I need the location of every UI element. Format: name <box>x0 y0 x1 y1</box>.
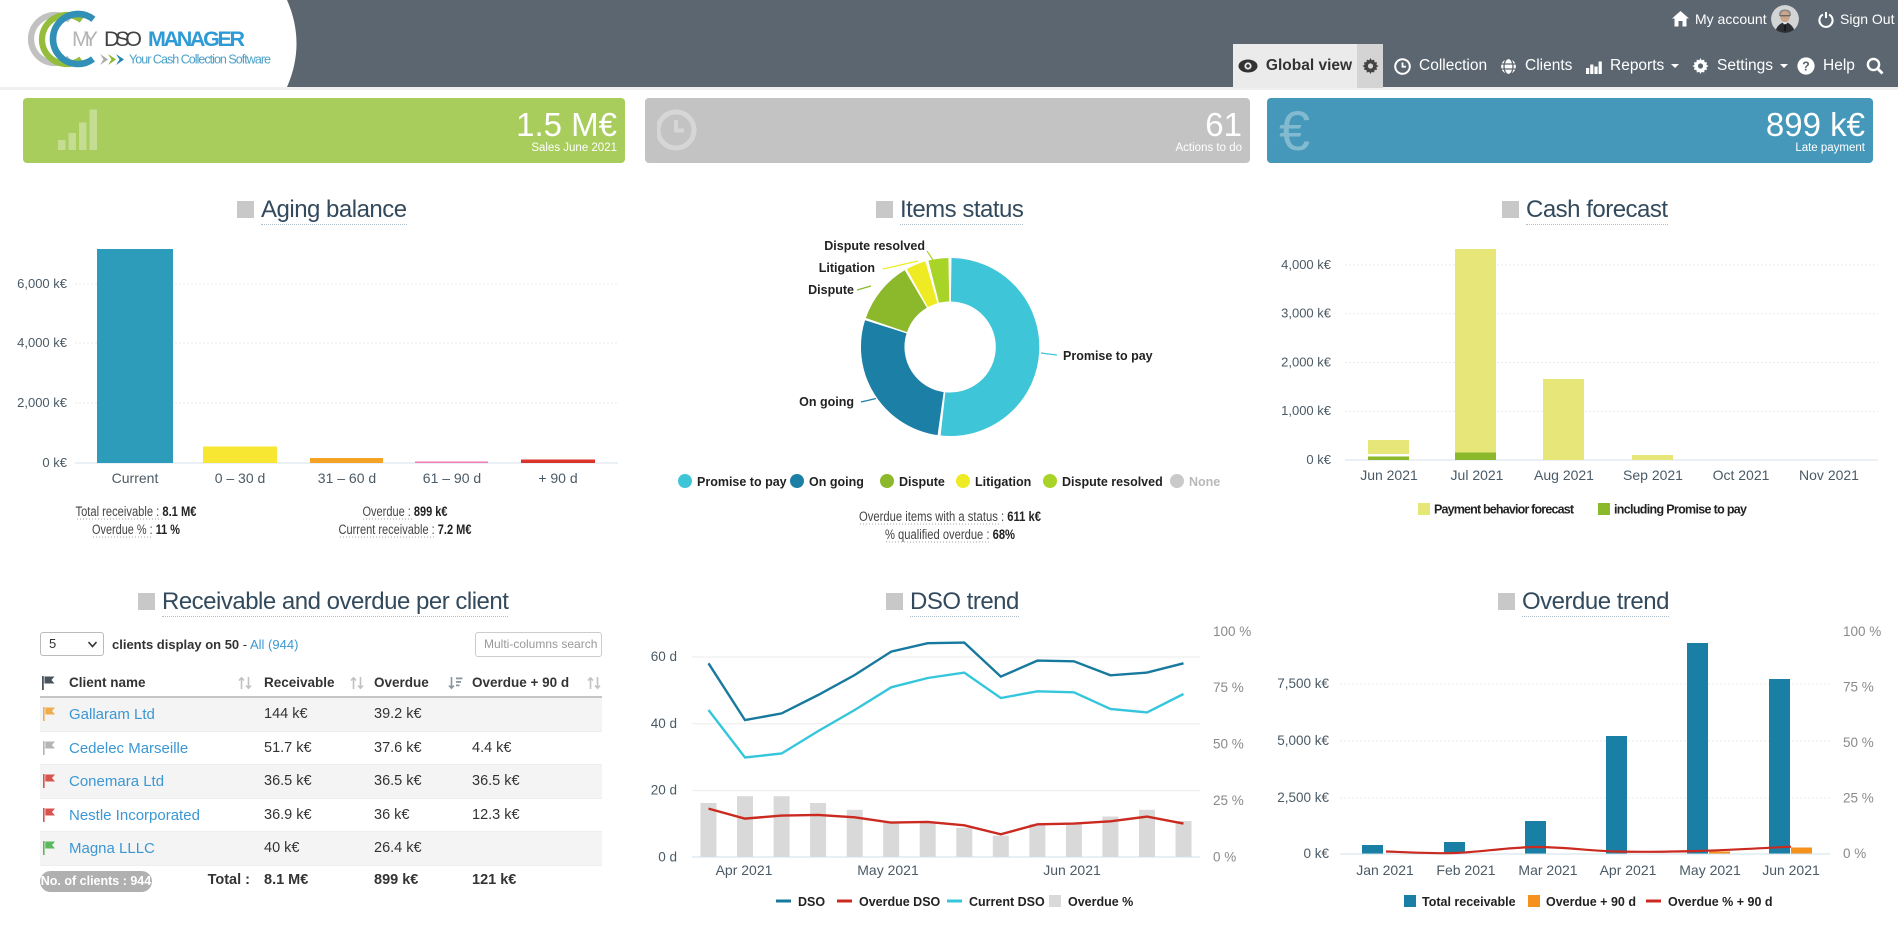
svg-text:May 2021: May 2021 <box>1679 862 1741 878</box>
svg-text:MY: MY <box>72 27 98 51</box>
svg-text:31 – 60 d: 31 – 60 d <box>318 470 376 486</box>
svg-text:25 %: 25 % <box>1213 793 1244 808</box>
svg-text:Dispute: Dispute <box>899 475 945 489</box>
svg-text:Aug 2021: Aug 2021 <box>1534 467 1594 483</box>
svg-text:Total receivable: Total receivable <box>1422 895 1516 909</box>
svg-text:Current DSO: Current DSO <box>969 895 1045 909</box>
svg-text:Overdue items with a status :: Overdue items with a status : 611 k€ <box>859 509 1041 524</box>
svg-text:Promise to pay: Promise to pay <box>697 475 787 489</box>
svg-text:including Promise to pay: including Promise to pay <box>1614 503 1747 517</box>
svg-text:75 %: 75 % <box>1213 680 1244 695</box>
svg-text:Overdue : 899 k€: Overdue : 899 k€ <box>363 504 448 519</box>
svg-text:100 %: 100 % <box>1213 624 1251 639</box>
svg-text:Nov 2021: Nov 2021 <box>1799 467 1859 483</box>
svg-text:0 d: 0 d <box>658 850 677 865</box>
svg-text:4,000 k€: 4,000 k€ <box>17 335 68 350</box>
svg-text:Jun 2021: Jun 2021 <box>1762 862 1820 878</box>
svg-text:100 %: 100 % <box>1843 624 1881 639</box>
svg-text:Jan 2021: Jan 2021 <box>1356 862 1414 878</box>
svg-text:May 2021: May 2021 <box>857 862 919 878</box>
svg-text:Overdue % : 11 %: Overdue % : 11 % <box>92 522 180 537</box>
svg-text:6,000 k€: 6,000 k€ <box>17 276 68 291</box>
svg-text:Overdue + 90 d: Overdue + 90 d <box>1546 895 1636 909</box>
svg-text:60 d: 60 d <box>651 649 677 664</box>
svg-text:Overdue % + 90 d: Overdue % + 90 d <box>1668 895 1773 909</box>
svg-text:Dispute resolved: Dispute resolved <box>824 239 925 253</box>
svg-text:Current: Current <box>112 470 159 486</box>
svg-text:DSO: DSO <box>798 895 825 909</box>
svg-text:Dispute: Dispute <box>808 283 854 297</box>
svg-text:Overdue %: Overdue % <box>1068 895 1133 909</box>
svg-text:Current receivable : 7.2 M€: Current receivable : 7.2 M€ <box>339 522 472 537</box>
svg-text:0 %: 0 % <box>1213 850 1236 865</box>
svg-text:Mar 2021: Mar 2021 <box>1518 862 1577 878</box>
svg-text:Feb 2021: Feb 2021 <box>1436 862 1495 878</box>
svg-text:50 %: 50 % <box>1843 735 1874 750</box>
svg-text:0 k€: 0 k€ <box>1306 452 1331 467</box>
svg-text:61 – 90 d: 61 – 90 d <box>423 470 481 486</box>
svg-text:2,500 k€: 2,500 k€ <box>1277 790 1329 805</box>
svg-text:Overdue DSO: Overdue DSO <box>859 895 941 909</box>
svg-text:20 d: 20 d <box>651 783 677 798</box>
svg-text:7,500 k€: 7,500 k€ <box>1277 676 1329 691</box>
svg-text:DSO: DSO <box>104 27 142 51</box>
svg-text:40 d: 40 d <box>651 716 677 731</box>
svg-text:Litigation: Litigation <box>975 475 1031 489</box>
svg-text:Jul 2021: Jul 2021 <box>1451 467 1504 483</box>
svg-text:Your Cash Collection Software: Your Cash Collection Software <box>129 53 271 67</box>
svg-text:Oct 2021: Oct 2021 <box>1713 467 1770 483</box>
svg-text:2,000 k€: 2,000 k€ <box>1281 355 1332 370</box>
svg-text:Promise to pay: Promise to pay <box>1063 349 1153 363</box>
svg-text:Jun 2021: Jun 2021 <box>1360 467 1418 483</box>
svg-text:On going: On going <box>809 475 864 489</box>
svg-text:Dispute resolved: Dispute resolved <box>1062 475 1163 489</box>
svg-text:Litigation: Litigation <box>819 261 875 275</box>
svg-text:0 k€: 0 k€ <box>1303 846 1329 861</box>
svg-text:75 %: 75 % <box>1843 680 1874 695</box>
svg-text:2,000 k€: 2,000 k€ <box>17 395 68 410</box>
svg-text:50 %: 50 % <box>1213 737 1244 752</box>
svg-text:% qualified overdue : 68%: % qualified overdue : 68% <box>885 527 1015 542</box>
svg-text:Sep 2021: Sep 2021 <box>1623 467 1683 483</box>
svg-text:+ 90 d: + 90 d <box>538 470 577 486</box>
svg-text:Apr 2021: Apr 2021 <box>1600 862 1657 878</box>
svg-text:Apr 2021: Apr 2021 <box>716 862 773 878</box>
svg-text:Jun 2021: Jun 2021 <box>1043 862 1101 878</box>
svg-text:None: None <box>1189 475 1220 489</box>
svg-text:On going: On going <box>799 395 854 409</box>
svg-text:0 %: 0 % <box>1843 846 1866 861</box>
svg-text:5,000 k€: 5,000 k€ <box>1277 733 1329 748</box>
svg-text:0 – 30 d: 0 – 30 d <box>215 470 266 486</box>
svg-text:Total receivable : 8.1 M€: Total receivable : 8.1 M€ <box>76 504 197 519</box>
svg-text:4,000 k€: 4,000 k€ <box>1281 257 1332 272</box>
svg-text:25 %: 25 % <box>1843 791 1874 806</box>
svg-text:Payment behavior forecast: Payment behavior forecast <box>1434 503 1575 517</box>
svg-text:1,000 k€: 1,000 k€ <box>1281 403 1332 418</box>
svg-text:0 k€: 0 k€ <box>42 455 67 470</box>
svg-text:MANAGER: MANAGER <box>148 27 245 51</box>
svg-text:3,000 k€: 3,000 k€ <box>1281 306 1332 321</box>
svg-text:?: ? <box>1802 59 1810 73</box>
